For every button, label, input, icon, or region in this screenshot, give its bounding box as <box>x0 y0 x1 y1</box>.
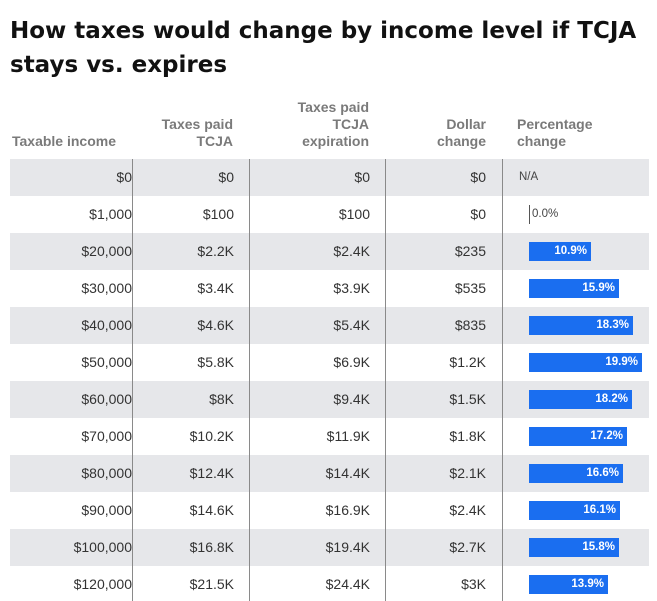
income-cell: $0 <box>116 169 132 185</box>
column-divider <box>385 159 386 601</box>
tcja-cell: $5.8K <box>197 354 234 370</box>
percentage-change-cell: 17.2% <box>519 418 649 455</box>
percentage-change-cell: 15.9% <box>519 270 649 307</box>
header-taxes-tcja: Taxes paid TCJA <box>161 116 233 149</box>
income-cell: $50,000 <box>81 354 132 370</box>
table-row: $50,000 $5.8K $6.9K $1.2K 19.9% <box>10 344 649 381</box>
expiration-cell: $2.4K <box>333 243 370 259</box>
income-cell: $80,000 <box>81 465 132 481</box>
expiration-cell: $24.4K <box>325 576 370 592</box>
tcja-cell: $3.4K <box>197 280 234 296</box>
tcja-cell: $8K <box>209 391 234 407</box>
column-divider <box>132 159 133 601</box>
percentage-bar: 16.1% <box>529 501 620 520</box>
income-cell: $1,000 <box>89 206 132 222</box>
tcja-cell: $21.5K <box>189 576 234 592</box>
percentage-change-cell: 16.1% <box>519 492 649 529</box>
income-cell: $60,000 <box>81 391 132 407</box>
table-row: $20,000 $2.2K $2.4K $235 10.9% <box>10 233 649 270</box>
dollar-change-cell: $835 <box>454 317 486 333</box>
percentage-change-cell: 13.9% <box>519 566 649 601</box>
tax-table: $0 $0 $0 $0 N/A $1,000 $100 $100 $0 0.0% $20,000 $2… <box>10 159 649 601</box>
dollar-change-cell: $0 <box>470 169 486 185</box>
chart-title: How taxes would change by income level i… <box>10 18 637 78</box>
expiration-cell: $14.4K <box>325 465 370 481</box>
dollar-change-cell: $2.7K <box>449 539 486 555</box>
dollar-change-cell: $1.2K <box>449 354 486 370</box>
percentage-bar: 17.2% <box>529 427 627 446</box>
tcja-cell: $0 <box>218 169 234 185</box>
dollar-change-cell: $235 <box>454 243 486 259</box>
percentage-change-cell: 18.2% <box>519 381 649 418</box>
column-divider <box>249 159 250 601</box>
percentage-change-cell: N/A <box>519 159 649 196</box>
table-header: Taxable income Taxes paid TCJA Taxes pai… <box>0 96 657 156</box>
header-taxable-income: Taxable income <box>11 133 116 149</box>
tcja-cell: $2.2K <box>197 243 234 259</box>
percentage-bar: 18.3% <box>529 316 633 335</box>
dollar-change-cell: $0 <box>470 206 486 222</box>
dollar-change-cell: $3K <box>461 576 486 592</box>
dollar-change-cell: $2.4K <box>449 502 486 518</box>
income-cell: $100,000 <box>73 539 132 555</box>
percentage-change-cell: 10.9% <box>519 233 649 270</box>
header-taxes-expiration: Taxes paid TCJA expiration <box>297 99 369 149</box>
tcja-cell: $10.2K <box>189 428 234 444</box>
percentage-change-cell: 0.0% <box>519 196 649 233</box>
table-row: $100,000 $16.8K $19.4K $2.7K 15.8% <box>10 529 649 566</box>
percentage-bar: 13.9% <box>529 575 608 594</box>
column-divider <box>502 159 503 601</box>
tcja-cell: $14.6K <box>189 502 234 518</box>
expiration-cell: $5.4K <box>333 317 370 333</box>
table-row: $1,000 $100 $100 $0 0.0% <box>10 196 649 233</box>
header-dollar-change: Dollar change <box>436 116 486 149</box>
table-row: $0 $0 $0 $0 N/A <box>10 159 649 196</box>
expiration-cell: $11.9K <box>326 428 370 444</box>
percentage-label: 0.0% <box>532 208 559 220</box>
expiration-cell: $16.9K <box>325 502 370 518</box>
percentage-change-cell: 18.3% <box>519 307 649 344</box>
header-percentage-change: Percentage change <box>517 116 593 149</box>
percentage-change-cell: 19.9% <box>519 344 649 381</box>
expiration-cell: $19.4K <box>325 539 370 555</box>
percentage-bar: 19.9% <box>529 353 642 372</box>
percentage-change-cell: 15.8% <box>519 529 649 566</box>
dollar-change-cell: $1.8K <box>449 428 486 444</box>
tcja-cell: $16.8K <box>189 539 234 555</box>
table-row: $90,000 $14.6K $16.9K $2.4K 16.1% <box>10 492 649 529</box>
dollar-change-cell: $1.5K <box>449 391 486 407</box>
table-row: $40,000 $4.6K $5.4K $835 18.3% <box>10 307 649 344</box>
income-cell: $20,000 <box>81 243 132 259</box>
expiration-cell: $9.4K <box>333 391 370 407</box>
tcja-cell: $4.6K <box>197 317 234 333</box>
percentage-bar: 15.9% <box>529 279 619 298</box>
income-cell: $70,000 <box>81 428 132 444</box>
expiration-cell: $3.9K <box>333 280 370 296</box>
table-row: $80,000 $12.4K $14.4K $2.1K 16.6% <box>10 455 649 492</box>
tcja-cell: $12.4K <box>189 465 234 481</box>
income-cell: $90,000 <box>81 502 132 518</box>
expiration-cell: $6.9K <box>333 354 370 370</box>
expiration-cell: $100 <box>338 206 370 222</box>
percentage-change-cell: 16.6% <box>519 455 649 492</box>
percentage-bar <box>529 205 530 224</box>
dollar-change-cell: $2.1K <box>449 465 486 481</box>
percentage-label: N/A <box>519 171 539 183</box>
percentage-bar: 18.2% <box>529 390 632 409</box>
income-cell: $30,000 <box>81 280 132 296</box>
dollar-change-cell: $535 <box>454 280 486 296</box>
table-row: $60,000 $8K $9.4K $1.5K 18.2% <box>10 381 649 418</box>
income-cell: $120,000 <box>73 576 132 592</box>
percentage-bar: 16.6% <box>529 464 623 483</box>
table-row: $70,000 $10.2K $11.9K $1.8K 17.2% <box>10 418 649 455</box>
table-row: $30,000 $3.4K $3.9K $535 15.9% <box>10 270 649 307</box>
tcja-cell: $100 <box>202 206 234 222</box>
percentage-bar: 10.9% <box>529 242 591 261</box>
expiration-cell: $0 <box>354 169 370 185</box>
table-row: $120,000 $21.5K $24.4K $3K 13.9% <box>10 566 649 601</box>
percentage-bar: 15.8% <box>529 538 619 557</box>
income-cell: $40,000 <box>81 317 132 333</box>
